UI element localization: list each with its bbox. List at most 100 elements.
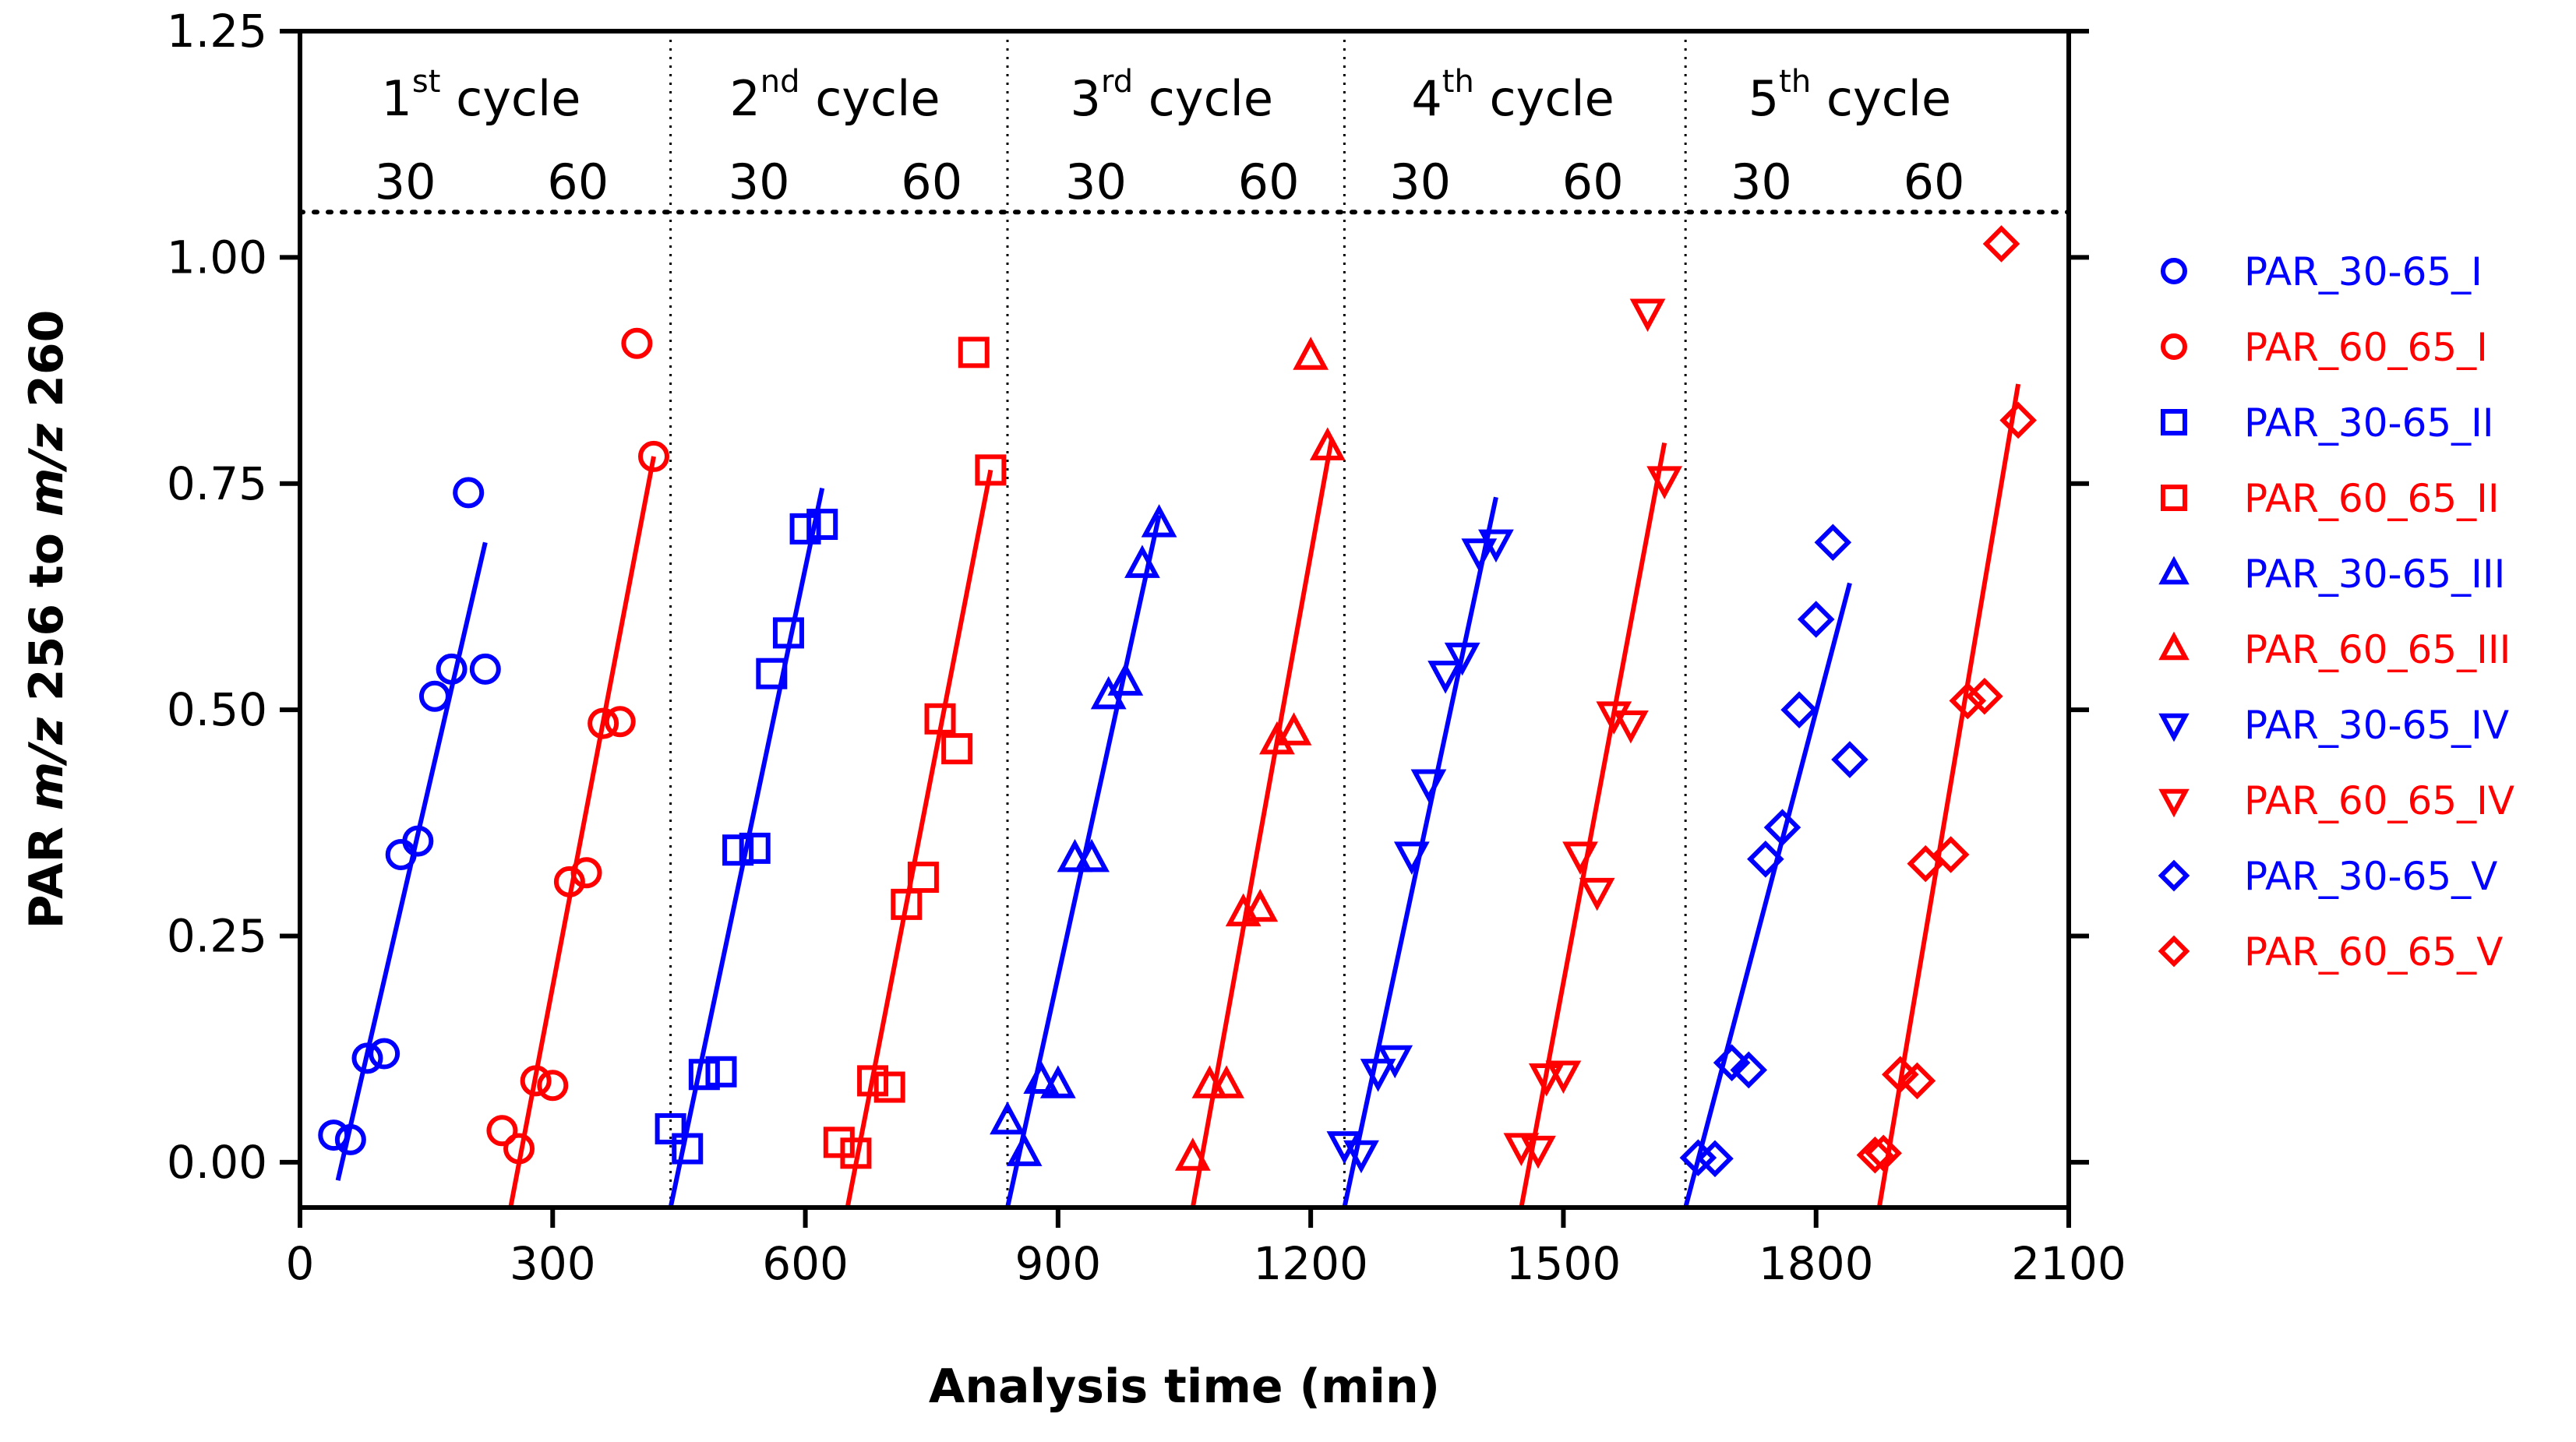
data-point [672,1133,704,1165]
series-1-points [486,327,669,1165]
y-axis-title-part: 256 to [19,517,74,717]
data-point [1763,809,1801,846]
data-point [436,653,468,685]
series-8-points [1679,524,1868,1178]
cycle-sublabel: 60 [547,153,609,210]
data-point [772,617,804,649]
data-points [318,225,2037,1178]
data-point [604,706,636,738]
cycle-sublabel: 60 [1562,153,1624,210]
data-point [739,832,771,864]
y-tick-label: 0.50 [167,683,267,736]
legend-marker-1 [2161,333,2187,360]
legend-label-4: PAR_30-65_III [2244,552,2505,597]
data-point [1393,841,1430,875]
cycle-superscript: nd [760,64,800,100]
legend-label-8: PAR_30-65_V [2244,854,2497,899]
data-point [1797,601,1835,638]
data-point [756,658,788,689]
data-point [1780,691,1818,728]
series-3-points [823,337,1007,1169]
data-point [453,477,485,509]
data-point [1865,1134,1902,1172]
data-point [1023,1060,1060,1094]
data-point [418,680,450,712]
cycle-title: 4th cycle [1411,64,1614,127]
cycle-superscript: st [412,64,441,100]
y-tick-label: 0.25 [167,910,267,963]
data-point [402,825,434,857]
data-point [789,513,821,545]
cycle-word: cycle [440,70,580,127]
data-point [369,1038,401,1070]
data-point [351,1042,383,1074]
y-tick-label: 1.25 [167,5,267,58]
data-point [486,1115,518,1147]
data-point [958,337,990,368]
fit-line-8 [1683,582,1852,1208]
data-point [570,857,602,889]
data-point [638,440,669,472]
cycle-word: cycle [1133,70,1273,127]
fit-line-2 [668,487,825,1208]
series-6-points [1326,529,1514,1174]
fit-line-7 [1519,442,1667,1208]
data-point [1545,1060,1582,1094]
data-point [1730,1051,1768,1089]
data-point [1124,545,1160,578]
cycle-title: 2nd cycle [729,64,940,127]
data-point [1949,682,1987,720]
axes: 0 300 600 900 1200 1500 1800 2100 0.00 0.25 0.50 0.… [167,5,2126,1290]
data-point [722,834,754,866]
data-point [1461,538,1498,572]
data-point [1907,844,1945,883]
cycle-number: 4 [1411,70,1442,127]
data-point [1999,401,2037,439]
data-point [1646,466,1683,499]
data-point [840,1137,872,1169]
data-point [975,454,1007,486]
cycle-number: 2 [729,70,760,127]
y-axis-title-part: 260 [19,310,74,424]
cycle-superscript: rd [1101,64,1133,100]
data-point [1562,841,1598,875]
data-point [1932,836,1970,873]
x-tick-label: 1500 [1506,1237,1621,1290]
data-point [1696,1140,1734,1178]
data-point [1579,877,1615,911]
legend-label-7: PAR_60_65_IV [2244,778,2514,823]
data-point [907,862,939,894]
x-tick-label: 2100 [2011,1237,2126,1290]
data-point [688,1059,720,1091]
fit-lines [335,383,2021,1208]
cycle-word: cycle [800,70,940,127]
data-point [1629,298,1666,332]
data-point [1814,524,1852,562]
cycle-sublabel: 60 [1904,153,1965,210]
legend-label-0: PAR_30-65_I [2244,249,2482,294]
data-point [1074,838,1110,873]
legend-marker-0 [2161,258,2187,284]
y-axis-title: PAR m/z 256 to m/z 260 [19,310,74,929]
data-point [1360,1059,1396,1092]
data-point [1410,769,1447,802]
data-point [1039,1065,1076,1098]
data-point [318,1119,350,1151]
legend-marker-4 [2158,555,2190,585]
series-2-points [655,509,838,1165]
x-tick-label: 600 [762,1237,849,1290]
legend-marker-6 [2158,713,2190,742]
x-tick-label: 0 [286,1237,315,1290]
fit-line-1 [508,456,656,1208]
data-point [806,509,838,541]
plot-frame [298,29,2071,1210]
data-point [1141,504,1177,538]
cycle-sublabel: 30 [375,153,436,210]
legend-marker-3 [2161,485,2187,511]
cycle-dividers [298,31,2071,1208]
y-axis-title-part: PAR [19,810,74,929]
data-point [873,1071,905,1103]
y-axis-title-mz-2: m/z [19,423,74,517]
